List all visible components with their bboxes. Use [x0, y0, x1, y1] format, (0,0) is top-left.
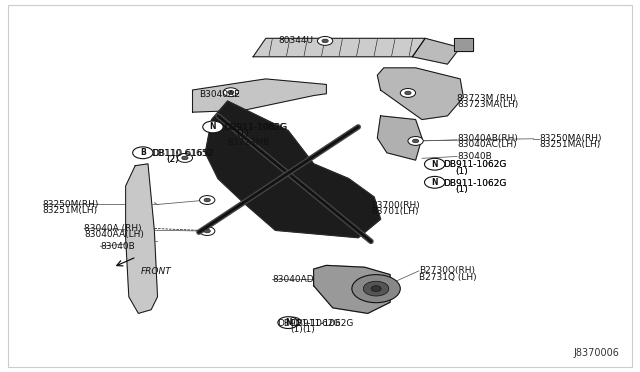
Text: 83251M(LH): 83251M(LH) [43, 206, 98, 215]
Polygon shape [454, 38, 473, 51]
Text: 83040AB(RH): 83040AB(RH) [457, 134, 518, 143]
Text: (1): (1) [236, 129, 248, 138]
Polygon shape [125, 164, 157, 313]
Text: 83723M (RH): 83723M (RH) [457, 94, 516, 103]
Text: (2): (2) [166, 155, 179, 164]
Text: DB911-1062G: DB911-1062G [443, 179, 506, 187]
Circle shape [132, 147, 153, 159]
Polygon shape [378, 116, 422, 160]
Text: (1): (1) [236, 129, 248, 138]
Text: 83250MA(RH): 83250MA(RH) [540, 134, 602, 143]
Circle shape [200, 196, 215, 205]
Polygon shape [314, 265, 390, 313]
Text: 80344U: 80344U [278, 36, 314, 45]
Text: (1): (1) [456, 185, 468, 194]
Circle shape [204, 229, 211, 233]
Polygon shape [193, 79, 326, 112]
Text: 83040A (RH): 83040A (RH) [84, 224, 142, 233]
Circle shape [408, 137, 423, 145]
Polygon shape [412, 38, 460, 64]
Circle shape [322, 39, 328, 43]
Text: 83040B: 83040B [457, 152, 492, 161]
Circle shape [412, 139, 419, 143]
Text: (1): (1) [290, 325, 303, 334]
Text: J8370006: J8370006 [573, 348, 620, 358]
Polygon shape [253, 38, 425, 57]
Circle shape [200, 227, 215, 235]
Circle shape [424, 158, 445, 170]
Circle shape [317, 36, 333, 45]
Text: 83250M(RH): 83250M(RH) [43, 200, 99, 209]
Circle shape [289, 320, 296, 324]
Circle shape [404, 91, 411, 95]
Circle shape [278, 317, 298, 328]
Text: 83723MB: 83723MB [228, 138, 270, 147]
Circle shape [352, 275, 400, 303]
Circle shape [284, 317, 301, 327]
Circle shape [228, 90, 234, 94]
Polygon shape [205, 101, 381, 238]
Text: B3040AE: B3040AE [199, 90, 239, 99]
Text: 83701(LH): 83701(LH) [371, 207, 419, 217]
Text: 83251MA(LH): 83251MA(LH) [540, 140, 601, 149]
Text: B2730Q(RH): B2730Q(RH) [419, 266, 475, 275]
Circle shape [203, 121, 223, 133]
Text: (1): (1) [456, 167, 468, 176]
Text: DB110-61652: DB110-61652 [151, 149, 213, 158]
Circle shape [177, 154, 193, 162]
Text: 83040AA(LH): 83040AA(LH) [84, 230, 144, 239]
Text: N: N [285, 318, 291, 327]
Text: N: N [431, 160, 438, 169]
Circle shape [400, 89, 415, 97]
Circle shape [182, 156, 188, 160]
Text: DB911-1062G: DB911-1062G [290, 319, 353, 328]
Text: 83700(RH): 83700(RH) [371, 201, 420, 210]
Text: DB911-1062G: DB911-1062G [443, 179, 506, 187]
Text: B: B [140, 148, 146, 157]
Circle shape [371, 286, 381, 292]
Text: (1): (1) [456, 185, 468, 194]
Circle shape [204, 198, 211, 202]
Circle shape [364, 281, 389, 296]
Text: DB911-1062G: DB911-1062G [277, 319, 340, 328]
Polygon shape [378, 68, 463, 119]
Text: 83040B: 83040B [100, 242, 135, 251]
Circle shape [223, 88, 239, 97]
Text: B2731Q (LH): B2731Q (LH) [419, 273, 476, 282]
Text: 83040AD: 83040AD [272, 275, 314, 283]
Text: (1): (1) [302, 325, 315, 334]
Text: DB911-1062G: DB911-1062G [223, 123, 287, 132]
Text: FRONT: FRONT [140, 267, 171, 276]
Text: DB911-1062G: DB911-1062G [443, 160, 506, 170]
Text: DB911-1062G: DB911-1062G [224, 123, 287, 132]
Text: DB110-61652: DB110-61652 [152, 149, 214, 158]
Text: DB911-1062G: DB911-1062G [443, 160, 506, 170]
Text: (1): (1) [456, 167, 468, 176]
Circle shape [424, 176, 445, 188]
Text: 83723MA(LH): 83723MA(LH) [457, 100, 518, 109]
Text: 83040AC(LH): 83040AC(LH) [457, 140, 516, 149]
Text: N: N [431, 178, 438, 187]
Text: (2): (2) [166, 155, 179, 164]
Text: N: N [210, 122, 216, 131]
